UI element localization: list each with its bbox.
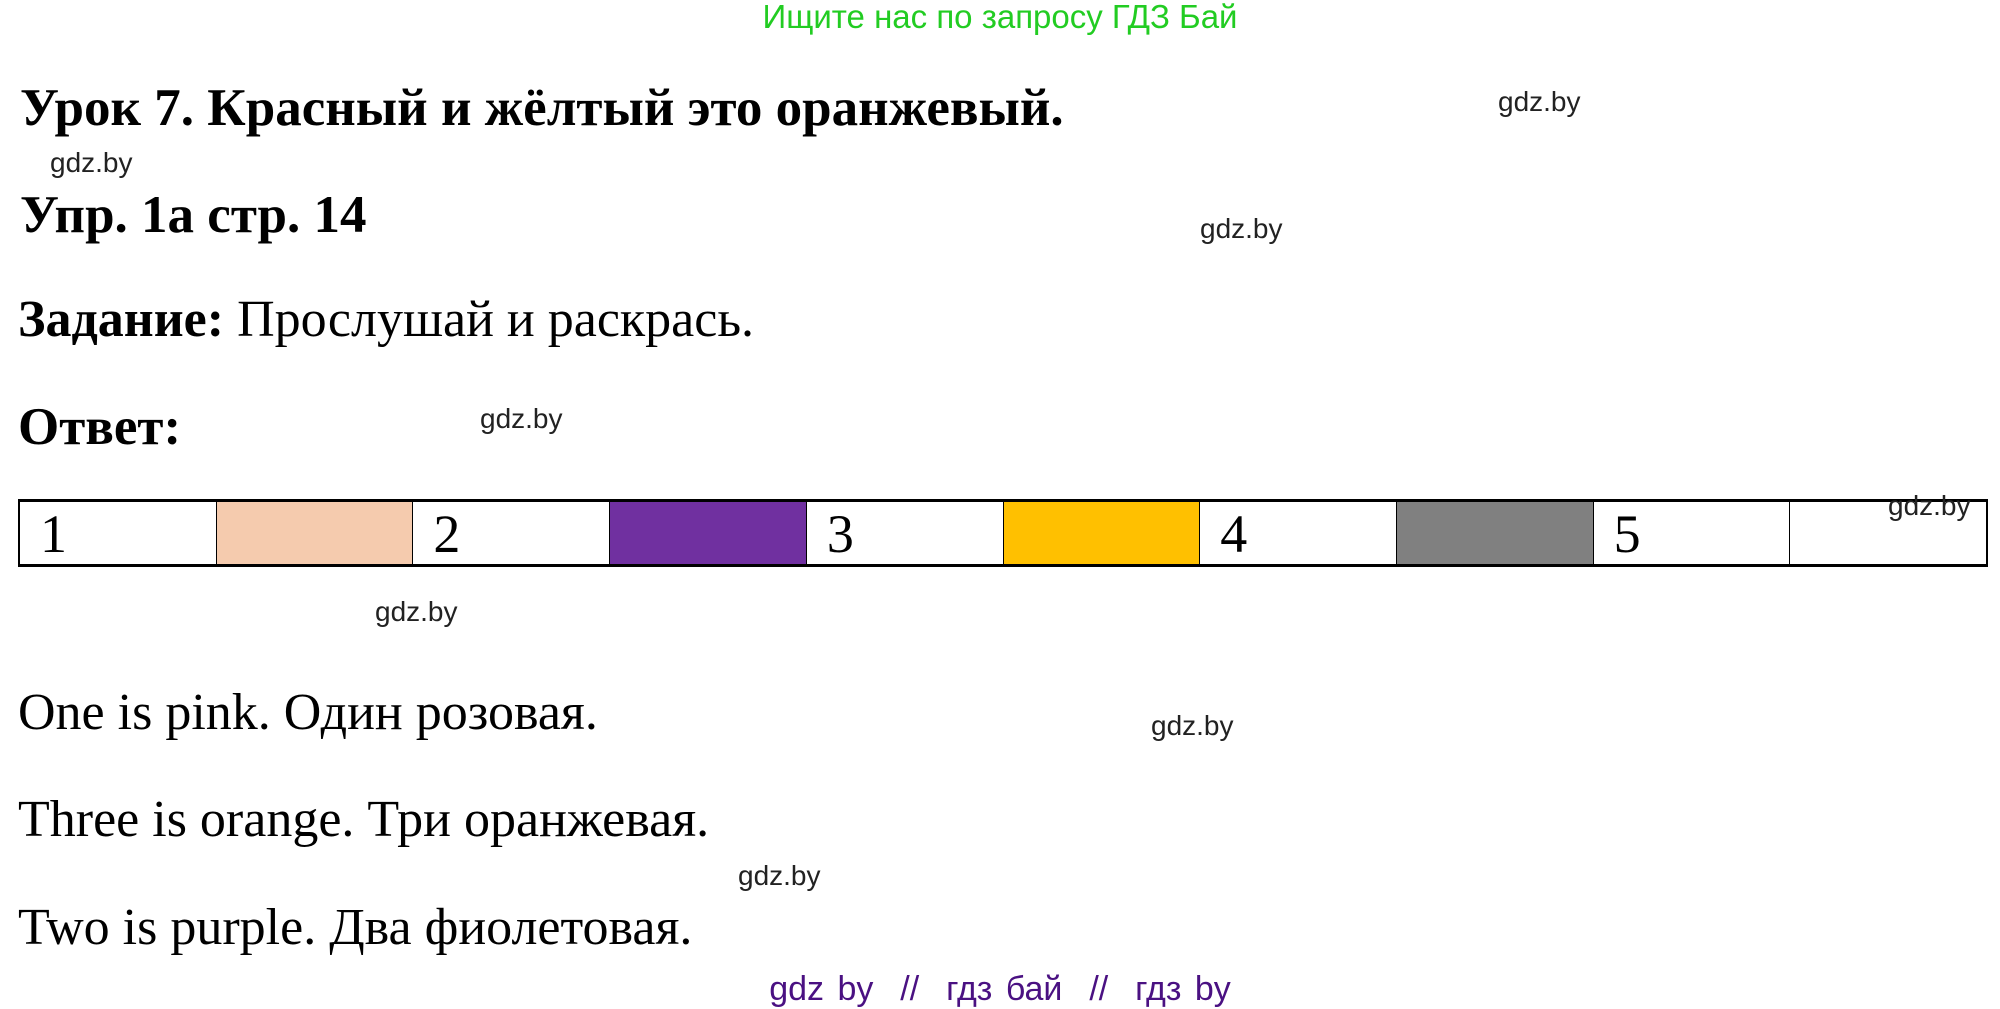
sentence-2: Three is orange. Три оранжевая. (18, 791, 710, 848)
strip-cell: 1 (20, 502, 217, 564)
search-banner: Ищите нас по запросу ГДЗ Бай (762, 0, 1238, 35)
watermark: gdz.by (1200, 213, 1283, 244)
color-strip: 1 2 3 4 5 (18, 499, 1988, 567)
watermark: gdz.by (1498, 86, 1581, 117)
strip-cell-pink (216, 502, 414, 564)
task-text: Прослушай и раскрась. (224, 291, 755, 348)
sentence-1: One is pink. Один розовая. (18, 684, 598, 741)
watermark: gdz.by (1151, 710, 1234, 741)
strip-cell-orange (1003, 502, 1201, 564)
strip-cell: 5 (1593, 502, 1791, 564)
strip-cell: 4 (1200, 502, 1397, 564)
lesson-title: Урок 7. Красный и жёлтый это оранжевый. (20, 79, 1064, 137)
watermark: gdz.by (375, 596, 458, 627)
watermark: gdz.by (738, 860, 821, 891)
strip-cell (1790, 502, 1987, 564)
strip-cell: 3 (806, 502, 1004, 564)
exercise-heading: Упр. 1а стр. 14 (20, 186, 367, 244)
task-label: Задание: (18, 291, 225, 348)
footer-watermark: gdz by // гдз бай // гдз by (769, 970, 1231, 1008)
sentence-3: Two is purple. Два фиолетовая. (18, 899, 693, 956)
watermark: gdz.by (50, 147, 133, 178)
watermark: gdz.by (480, 403, 563, 434)
watermark: gdz.by (1888, 490, 1971, 521)
answer-label: Ответ: (18, 398, 182, 456)
strip-cell-purple (610, 502, 807, 564)
strip-cell: 2 (413, 502, 611, 564)
task: Задание: Прослушай и раскрась. (18, 290, 754, 349)
strip-cell-grey (1396, 502, 1594, 564)
